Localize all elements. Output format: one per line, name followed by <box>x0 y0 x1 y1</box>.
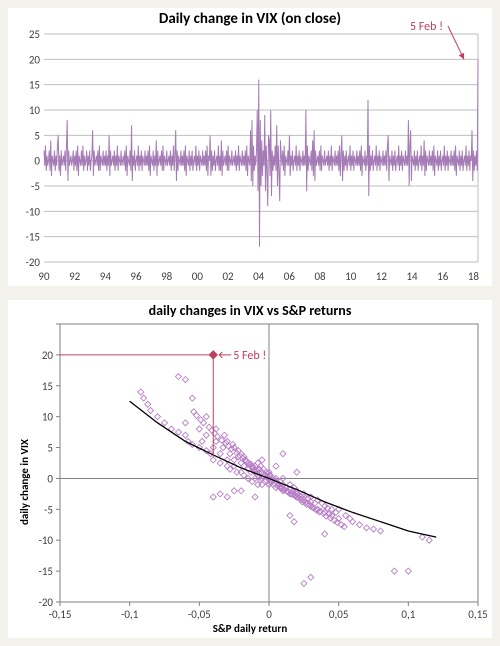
svg-text:08: 08 <box>314 270 326 283</box>
svg-text:96: 96 <box>130 270 142 283</box>
svg-text:20: 20 <box>29 53 41 66</box>
svg-text:90: 90 <box>38 270 50 283</box>
bottom-ylabel: daily change in VIX <box>18 439 31 525</box>
bottom-chart-title: daily changes in VIX vs S&P returns <box>8 302 492 319</box>
svg-text:94: 94 <box>100 270 112 283</box>
svg-text:15: 15 <box>29 79 40 92</box>
svg-text:-10: -10 <box>25 205 40 218</box>
svg-text:5: 5 <box>34 129 40 142</box>
svg-text:15: 15 <box>42 380 53 393</box>
svg-text:5: 5 <box>47 442 53 455</box>
svg-text:92: 92 <box>69 270 81 283</box>
svg-text:-5: -5 <box>44 503 53 516</box>
svg-text:-0,05: -0,05 <box>188 608 211 621</box>
svg-text:0,05: 0,05 <box>329 608 348 621</box>
vix-vs-sp-scatter: daily changes in VIX vs S&P returns dail… <box>8 300 492 638</box>
svg-text:-5: -5 <box>31 180 40 193</box>
svg-text:14: 14 <box>406 270 418 283</box>
svg-text:0: 0 <box>266 608 272 621</box>
top-chart-title: Daily change in VIX (on close) <box>8 10 492 28</box>
svg-text:18: 18 <box>468 270 480 283</box>
svg-text:06: 06 <box>284 270 296 283</box>
svg-text:-10: -10 <box>38 534 53 547</box>
top-chart-svg: -20 -15 -10 -5 0 5 10 15 20 25 90 92 94 96 98 00 02 04 06 0… <box>8 8 492 286</box>
svg-text:10: 10 <box>42 411 54 424</box>
svg-text:0: 0 <box>34 155 40 168</box>
svg-text:25: 25 <box>29 28 40 41</box>
svg-text:5 Feb !: 5 Feb ! <box>233 349 266 363</box>
svg-text:-0,1: -0,1 <box>121 608 139 621</box>
svg-text:12: 12 <box>376 270 388 283</box>
svg-text:10: 10 <box>29 104 41 117</box>
svg-text:-20: -20 <box>25 256 40 269</box>
svg-text:0,15: 0,15 <box>468 608 487 621</box>
svg-text:02: 02 <box>222 270 234 283</box>
svg-text:0,1: 0,1 <box>401 608 415 621</box>
page: Daily change in VIX (on close) -20 -15 -10… <box>0 0 500 646</box>
svg-text:00: 00 <box>192 270 204 283</box>
svg-text:16: 16 <box>437 270 449 283</box>
bottom-xlabel: S&P daily return <box>8 622 492 635</box>
svg-text:-15: -15 <box>25 231 40 244</box>
vix-timeseries-chart: Daily change in VIX (on close) -20 -15 -10… <box>8 8 492 286</box>
svg-text:20: 20 <box>42 349 54 362</box>
bottom-chart-svg: -20-15-10-505101520-0,15-0,1-0,0500,050,… <box>8 300 492 638</box>
svg-text:0: 0 <box>47 472 53 485</box>
svg-text:-0,15: -0,15 <box>49 608 72 621</box>
svg-text:98: 98 <box>161 270 173 283</box>
svg-text:04: 04 <box>253 270 265 283</box>
svg-text:-15: -15 <box>38 565 53 578</box>
svg-text:10: 10 <box>345 270 357 283</box>
